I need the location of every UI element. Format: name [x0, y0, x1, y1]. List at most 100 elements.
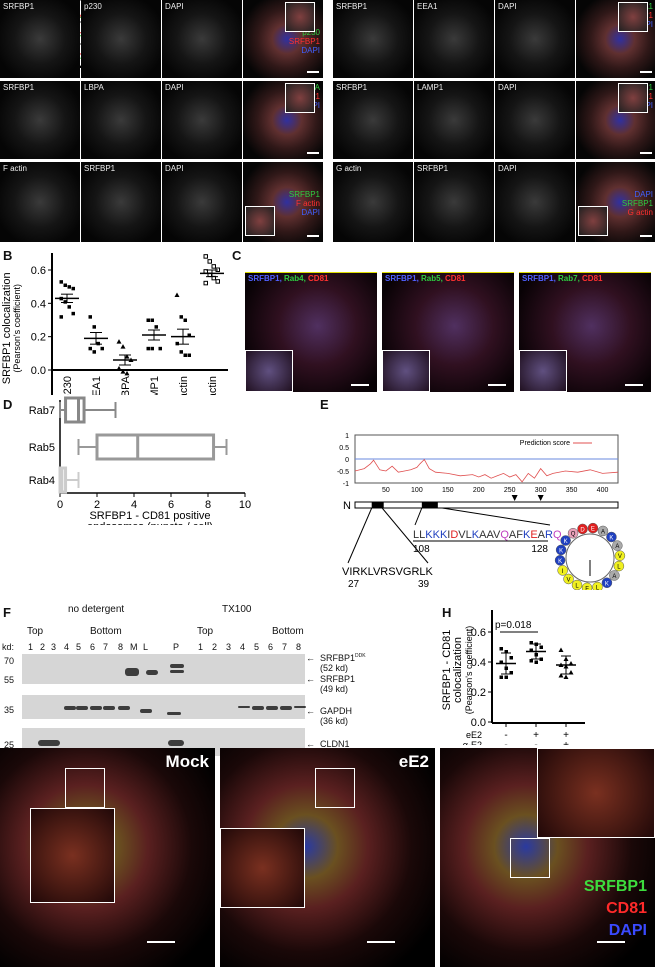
channel-label: SRFBP1: [3, 2, 35, 11]
data-point: [534, 660, 538, 664]
x-tick-label: 50: [382, 487, 390, 494]
condition-value: +: [563, 730, 569, 741]
size-label: (36 kd): [320, 716, 349, 726]
legend-label: DAPI: [608, 922, 647, 939]
zoom-inset: [285, 83, 315, 113]
band: [125, 668, 139, 676]
merge-legend-item: SRFBP1: [288, 37, 320, 46]
scale-bar: [640, 71, 652, 73]
residue-label: E: [591, 527, 595, 533]
zoom-inset: [537, 748, 655, 838]
band-label: GAPDH (36 kd): [320, 704, 352, 726]
band: [294, 706, 306, 708]
lane-label: 6: [90, 642, 96, 652]
micrograph: p230: [81, 0, 161, 78]
residue-circle: [555, 544, 567, 556]
band: [170, 664, 184, 668]
channel-label: G actin: [336, 164, 362, 173]
data-point: [563, 674, 569, 679]
data-point: [203, 280, 208, 286]
y-axis-label: (Pearson's coefficient): [464, 626, 474, 715]
chart-mark: L: [466, 529, 472, 541]
blot-strip: [22, 654, 305, 684]
data-point: [96, 341, 100, 346]
sequence-108-128: LLKKKIDVLKAAVQAFKEARQ: [413, 529, 562, 541]
box: [95, 433, 216, 461]
data-point: [59, 280, 63, 284]
condition-value: -: [504, 740, 507, 745]
lane-label: 7: [282, 642, 288, 652]
merge-legend-item: DAPI: [301, 46, 320, 55]
chart-mark: E: [530, 529, 537, 541]
channel-label: Rab7,: [558, 274, 583, 283]
inset-region-box: [65, 768, 105, 808]
channel-legend: SRFBP1, Rab4, CD81: [248, 274, 328, 283]
category-label: Rab5: [29, 442, 55, 454]
site-marker: [511, 495, 518, 501]
panel-label-d: D: [3, 397, 13, 412]
band: [64, 706, 76, 710]
micrograph: SRFBP1: [333, 0, 413, 78]
data-point: [504, 650, 508, 654]
site-marker: [537, 495, 544, 501]
profile-line: [245, 272, 377, 273]
size-label: (52 kd): [320, 663, 349, 673]
merge-legend-item: SRFBP1: [621, 199, 653, 208]
panel-h-chart: 0.0 0.2 0.4 0.6 SRFBP1 - CD81 colocalization(…: [441, 610, 585, 745]
lane-label: 7: [103, 642, 109, 652]
channel-label: Rab5,: [421, 274, 446, 283]
micrograph: DAPI: [495, 81, 575, 159]
y-tick-label: 0.0: [471, 717, 486, 729]
merge-micrograph: DAPI SRFBP1 G actin: [576, 162, 655, 242]
channel-label: Rab4,: [284, 274, 309, 283]
x-tick-label: 2: [94, 499, 100, 511]
channel-label: CD81: [582, 274, 603, 283]
residue-label: Q: [571, 532, 576, 538]
scale-bar: [597, 941, 625, 943]
protein-name: SRFBP1: [320, 674, 356, 684]
data-point: [88, 346, 92, 351]
band: [266, 706, 278, 710]
data-point: [150, 318, 154, 322]
residue-circle: [560, 535, 571, 546]
chart-mark: L: [413, 529, 419, 541]
micrograph: SRFBP1, Rab5, CD81: [382, 272, 514, 392]
lane-label: M: [130, 642, 138, 652]
residue-label: A: [615, 544, 619, 550]
micrograph: SRFBP1: [0, 81, 80, 159]
panel-d-chart: 0 2 4 6 8 10 SRFBP1 - CD81 positiveendosomes (…: [29, 396, 251, 525]
data-point: [146, 346, 150, 351]
micrograph: Mock: [0, 748, 215, 967]
data-point: [63, 300, 67, 304]
p-value-annotation: p=0.018: [495, 620, 532, 631]
inset-region-box: [315, 768, 355, 808]
callout-line: [347, 507, 373, 564]
residue-label: K: [564, 539, 568, 545]
y-tick-label: 0.0: [31, 365, 46, 377]
data-point: [529, 659, 533, 663]
x-tick-label: 350: [566, 487, 578, 494]
band: [146, 670, 158, 675]
y-axis-label: colocalization: [452, 637, 464, 703]
channel-label: LAMP1: [417, 83, 444, 92]
residue-label: K: [559, 548, 563, 554]
chart-mark: Q: [553, 529, 562, 541]
top-label: Top: [27, 626, 44, 637]
lane-label: 6: [268, 642, 274, 652]
residue-label: F: [585, 586, 589, 590]
chart-mark: L: [419, 529, 425, 541]
channel-legend: SRFBP1, Rab5, CD81: [385, 274, 465, 283]
merge-legend-item: SRFBP1: [288, 190, 320, 199]
zoom-inset: [618, 83, 648, 113]
residue-circle: [587, 522, 599, 534]
sequence-27-39: VIRKLVRSVGRLK: [342, 566, 434, 578]
channel-label: F actin: [3, 164, 28, 173]
data-point: [71, 311, 75, 316]
zoom-inset: [382, 350, 430, 392]
band: [168, 740, 184, 746]
micrograph: SRFBP1: [333, 81, 413, 159]
band: [280, 706, 292, 710]
residue-circle: [563, 573, 574, 585]
